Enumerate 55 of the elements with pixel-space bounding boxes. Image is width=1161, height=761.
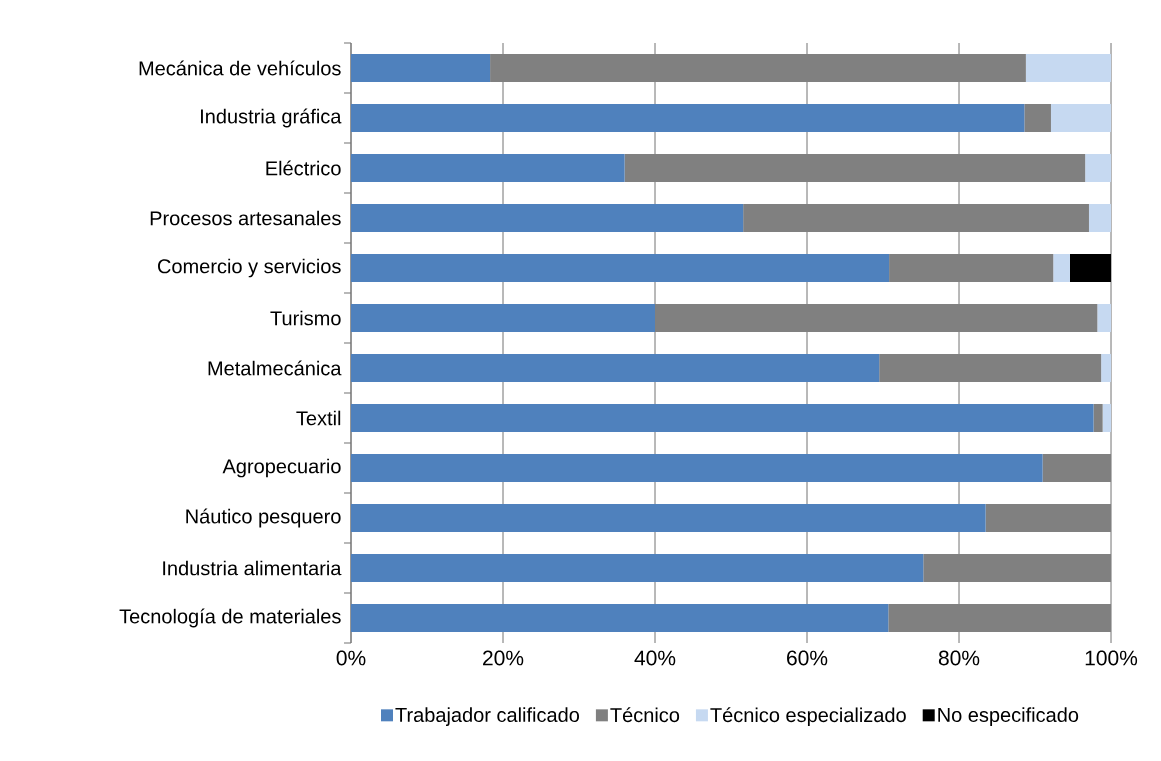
- x-tick-label: 80%: [938, 650, 980, 666]
- bar: [923, 554, 1112, 583]
- bar: [351, 404, 1094, 433]
- legend-label: Técnico especializado: [710, 707, 906, 727]
- y-tick-label: Industria alimentaria: [163, 560, 342, 576]
- bar: [1042, 454, 1112, 483]
- bar: [351, 304, 656, 332]
- bar: [351, 504, 986, 532]
- bar: [1102, 404, 1112, 433]
- bar: [351, 54, 491, 82]
- bar: [1069, 254, 1112, 283]
- y-tick-label: Textil: [296, 410, 341, 426]
- bar: [624, 154, 1086, 182]
- y-tick-label: Comercio y servicios: [158, 258, 341, 278]
- bar: [351, 254, 890, 283]
- bar: [743, 204, 1089, 232]
- bar: [985, 504, 1112, 532]
- bar: [1097, 304, 1112, 332]
- y-tick-label: Tecnología de materiales: [119, 608, 341, 628]
- bar: [1024, 104, 1051, 132]
- legend-label: No especificado: [938, 707, 1079, 726]
- bar: [879, 354, 1102, 382]
- x-tick-label: 100%: [1085, 650, 1138, 666]
- bar: [351, 154, 625, 182]
- y-tick-label: Turismo: [270, 310, 341, 326]
- y-tick-label: Náutico pesquero: [186, 508, 341, 528]
- bar: [351, 104, 1025, 132]
- bar: [1093, 404, 1103, 433]
- y-tick-label: Eléctrico: [266, 160, 341, 176]
- bar: [351, 454, 1043, 483]
- x-tick-label: 0%: [336, 650, 366, 666]
- bar: [1025, 54, 1112, 82]
- bar: [655, 304, 1098, 332]
- bar: [1085, 154, 1112, 182]
- y-tick-label: Metalmecánica: [208, 360, 342, 376]
- bar: [889, 254, 1054, 283]
- bar: [1088, 204, 1112, 232]
- x-tick-label: 20%: [483, 650, 524, 666]
- bar: [1053, 254, 1070, 283]
- bar: [351, 354, 880, 382]
- legend-label: Trabajador calificado: [395, 707, 580, 726]
- y-tick-label: Industria gráfica: [201, 108, 342, 128]
- bar: [1050, 104, 1112, 132]
- y-tick-label: Agropecuario: [222, 458, 341, 478]
- y-tick-label: Mecánica de vehículos: [139, 60, 341, 76]
- bar: [351, 204, 744, 232]
- bar: [1101, 354, 1112, 382]
- x-tick-label: 40%: [634, 650, 676, 666]
- bar: [351, 554, 924, 583]
- bar: [888, 604, 1112, 633]
- bar: [351, 604, 889, 633]
- bar: [490, 54, 1026, 82]
- x-tick-label: 60%: [787, 650, 828, 666]
- y-tick-label: Procesos artesanales: [150, 210, 341, 226]
- legend-label: Técnico: [610, 707, 680, 723]
